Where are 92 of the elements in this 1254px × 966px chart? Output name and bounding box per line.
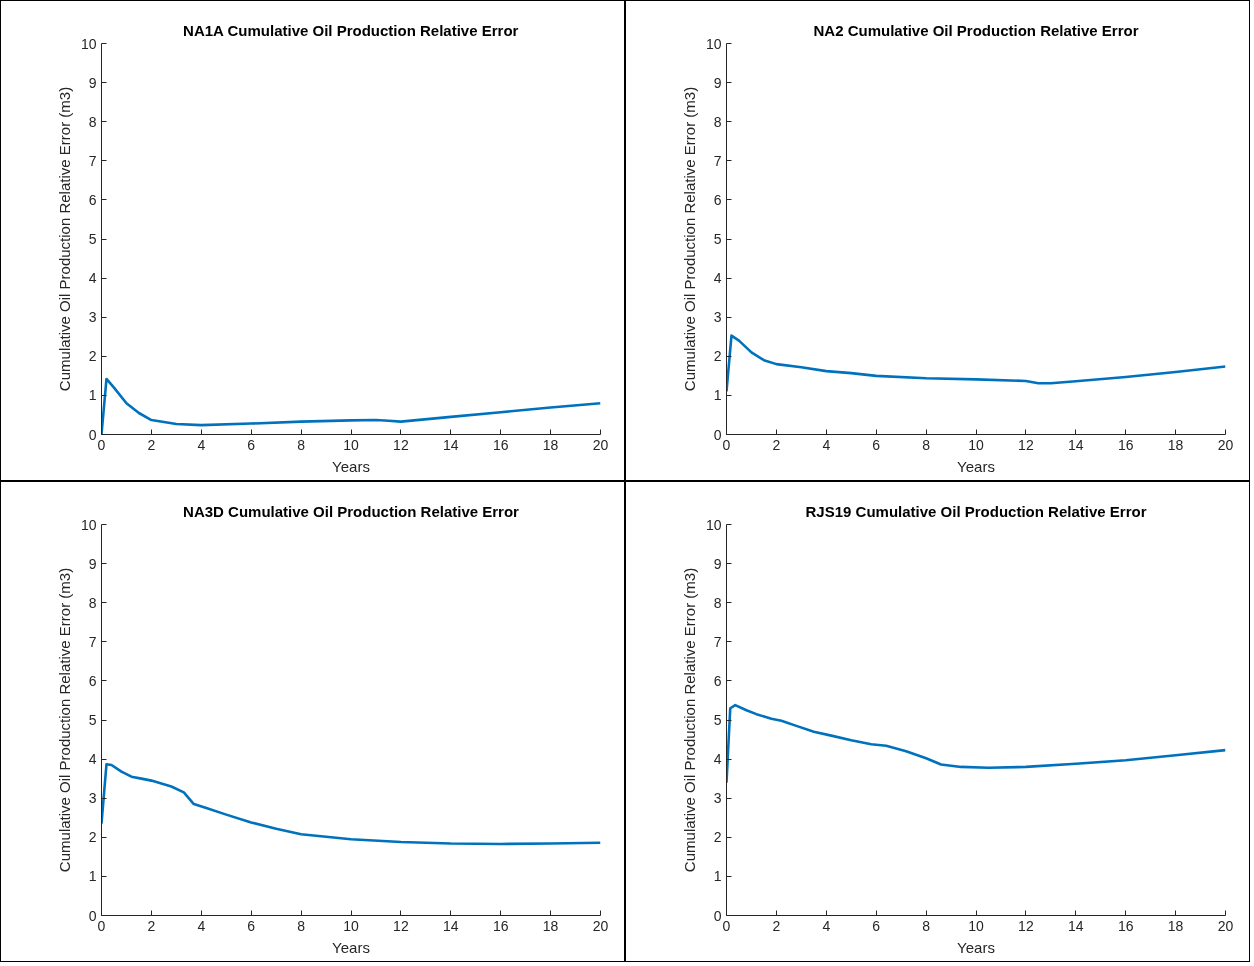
y-tick-label: 4 bbox=[713, 270, 722, 287]
y-tick-label: 10 bbox=[80, 516, 97, 533]
x-tick-label: 18 bbox=[1167, 917, 1184, 934]
x-tick-label: 6 bbox=[247, 436, 256, 453]
x-tick-label: 14 bbox=[443, 917, 459, 934]
x-tick-label: 8 bbox=[297, 436, 306, 453]
y-tick-label: 6 bbox=[713, 672, 722, 689]
y-tick-label: 5 bbox=[713, 231, 722, 247]
x-tick-label: 2 bbox=[147, 917, 156, 934]
x-tick-label: 14 bbox=[1068, 917, 1084, 934]
x-tick-label: 2 bbox=[772, 917, 781, 934]
x-tick-label: 12 bbox=[1018, 917, 1034, 934]
x-tick-label: 8 bbox=[922, 436, 931, 453]
y-tick-label: 2 bbox=[713, 348, 722, 365]
x-tick-label: 10 bbox=[343, 917, 359, 934]
x-tick-label: 8 bbox=[297, 917, 306, 934]
x-tick-label: 20 bbox=[592, 436, 609, 453]
y-tick-label: 10 bbox=[80, 35, 97, 52]
x-tick-label: 6 bbox=[247, 917, 256, 934]
x-tick-label: 2 bbox=[147, 436, 156, 453]
x-axis-title: Years bbox=[957, 457, 995, 475]
y-axis-title: Cumulative Oil Production Relative Error (m3) bbox=[55, 86, 73, 392]
y-tick-label: 5 bbox=[713, 712, 722, 728]
y-tick-label: 6 bbox=[88, 672, 97, 689]
x-tick-label: 16 bbox=[492, 436, 509, 453]
x-tick-label: 20 bbox=[592, 917, 609, 934]
x-tick-label: 20 bbox=[1217, 917, 1234, 934]
y-axis-title: Cumulative Oil Production Relative Error (m3) bbox=[680, 86, 698, 392]
y-tick-label: 2 bbox=[88, 348, 97, 365]
chart-title: NA2 Cumulative Oil Production Relative Error bbox=[813, 21, 1139, 39]
y-tick-label: 9 bbox=[88, 555, 97, 572]
x-tick-label: 8 bbox=[922, 917, 931, 934]
x-tick-label: 12 bbox=[393, 917, 409, 934]
y-tick-label: 7 bbox=[713, 152, 722, 169]
y-tick-label: 3 bbox=[88, 309, 97, 326]
x-tick-label: 10 bbox=[968, 436, 984, 453]
x-tick-label: 14 bbox=[1068, 436, 1084, 453]
chart-title: NA3D Cumulative Oil Production Relative Error bbox=[183, 502, 520, 520]
y-tick-label: 5 bbox=[88, 712, 97, 728]
y-axis-title: Cumulative Oil Production Relative Error (m3) bbox=[680, 567, 698, 873]
x-tick-label: 16 bbox=[1117, 917, 1134, 934]
x-tick-label: 4 bbox=[822, 917, 831, 934]
y-tick-label: 1 bbox=[713, 868, 722, 885]
x-tick-label: 10 bbox=[343, 436, 359, 453]
y-tick-label: 3 bbox=[713, 790, 722, 807]
x-tick-label: 18 bbox=[1167, 436, 1184, 453]
y-tick-label: 5 bbox=[88, 231, 97, 247]
y-tick-label: 8 bbox=[88, 113, 97, 130]
y-tick-label: 7 bbox=[713, 633, 722, 650]
y-tick-label: 1 bbox=[88, 868, 97, 885]
y-tick-label: 7 bbox=[88, 633, 97, 650]
y-tick-label: 9 bbox=[713, 74, 722, 91]
y-tick-label: 8 bbox=[713, 113, 722, 130]
x-tick-label: 2 bbox=[772, 436, 781, 453]
y-tick-label: 6 bbox=[88, 191, 97, 208]
y-axis-title: Cumulative Oil Production Relative Error (m3) bbox=[55, 567, 73, 873]
y-tick-label: 4 bbox=[713, 751, 722, 768]
x-tick-label: 6 bbox=[872, 917, 881, 934]
y-tick-label: 3 bbox=[88, 790, 97, 807]
x-tick-label: 10 bbox=[968, 917, 984, 934]
x-tick-label: 4 bbox=[822, 436, 831, 453]
x-tick-label: 4 bbox=[197, 436, 206, 453]
x-tick-label: 12 bbox=[1018, 436, 1034, 453]
x-tick-label: 16 bbox=[492, 917, 509, 934]
y-tick-label: 4 bbox=[88, 751, 97, 768]
x-tick-label: 16 bbox=[1117, 436, 1134, 453]
y-tick-label: 1 bbox=[88, 387, 97, 404]
x-axis-title: Years bbox=[332, 457, 370, 475]
y-tick-label: 4 bbox=[88, 270, 97, 287]
y-tick-label: 10 bbox=[705, 35, 722, 52]
x-tick-label: 18 bbox=[542, 436, 559, 453]
y-tick-label: 7 bbox=[88, 152, 97, 169]
chart-title: RJS19 Cumulative Oil Production Relative Error bbox=[805, 502, 1147, 520]
x-tick-label: 6 bbox=[872, 436, 881, 453]
y-tick-label: 8 bbox=[88, 594, 97, 611]
x-tick-label: 4 bbox=[197, 917, 206, 934]
y-tick-label: 9 bbox=[713, 555, 722, 572]
y-tick-label: 2 bbox=[713, 829, 722, 846]
x-tick-label: 20 bbox=[1217, 436, 1234, 453]
y-tick-label: 8 bbox=[713, 594, 722, 611]
y-tick-label: 6 bbox=[713, 191, 722, 208]
y-tick-label: 9 bbox=[88, 74, 97, 91]
y-tick-label: 3 bbox=[713, 309, 722, 326]
y-tick-label: 1 bbox=[713, 387, 722, 404]
x-axis-title: Years bbox=[957, 938, 995, 956]
y-tick-label: 2 bbox=[88, 829, 97, 846]
x-axis-title: Years bbox=[332, 938, 370, 956]
x-tick-label: 12 bbox=[393, 436, 409, 453]
chart-title: NA1A Cumulative Oil Production Relative Error bbox=[183, 21, 519, 39]
x-tick-label: 14 bbox=[443, 436, 459, 453]
x-tick-label: 18 bbox=[542, 917, 559, 934]
y-tick-label: 10 bbox=[705, 516, 722, 533]
